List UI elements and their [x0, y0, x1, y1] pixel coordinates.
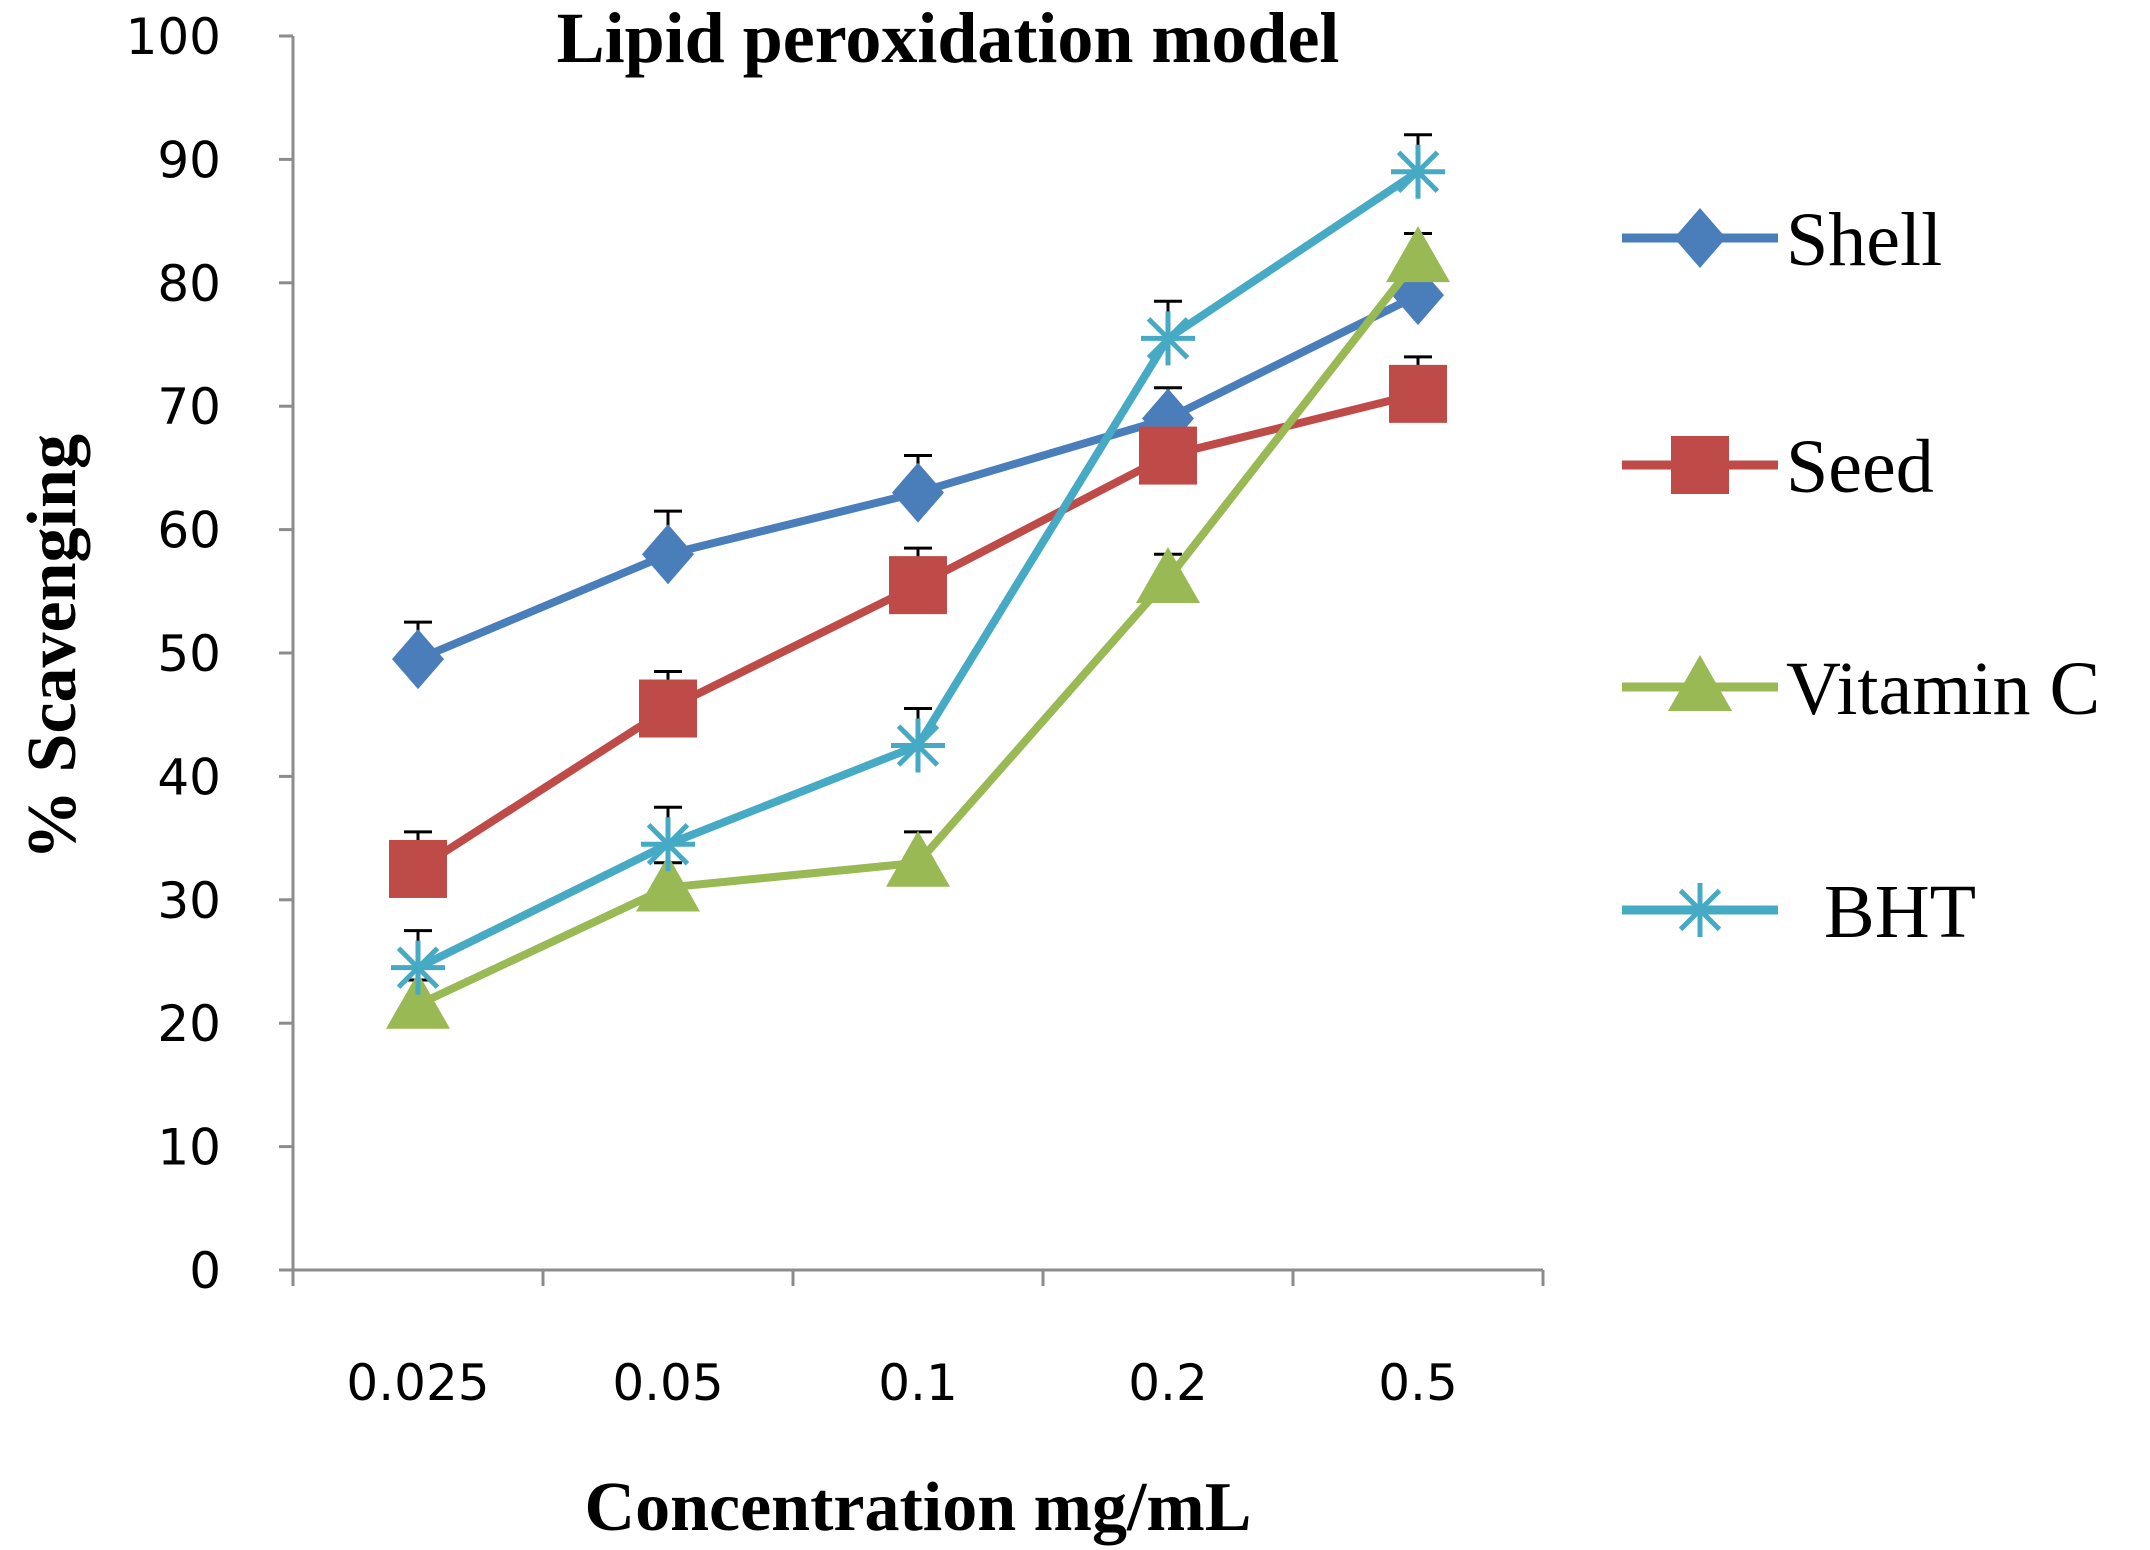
star-stroke — [646, 823, 690, 866]
legend-marker — [1668, 655, 1732, 711]
y-tick-label: 100 — [126, 8, 221, 66]
legend-label: Seed — [1786, 425, 1934, 509]
axes: 0 10 20 30 40 50 60 70 80 90 100 0.025 0.05 0.1 0.2 0.5 — [126, 8, 1545, 1412]
y-tick-label: 10 — [157, 1119, 221, 1177]
data-point — [392, 629, 444, 690]
series-shell-line-group — [392, 265, 1444, 690]
data-point — [1391, 144, 1445, 199]
data-point — [1141, 311, 1195, 366]
legend-label: Shell — [1786, 198, 1942, 282]
series-layer — [386, 133, 1450, 1029]
data-point — [1389, 364, 1447, 423]
data-point — [886, 830, 950, 887]
x-tick-label: 0.5 — [1378, 1354, 1458, 1412]
star-stroke — [896, 724, 940, 767]
x-axis-label: Concentration mg/mL — [585, 1469, 1252, 1546]
data-point — [641, 817, 695, 872]
star-stroke — [1146, 317, 1190, 360]
y-axis-label: % Scavenging — [14, 434, 91, 860]
legend-marker — [1674, 208, 1726, 268]
star-stroke — [1678, 888, 1722, 932]
data-point — [892, 462, 944, 523]
data-point — [891, 718, 945, 773]
x-tick-label: 0.1 — [878, 1354, 958, 1412]
series-vitamin-c-line-group — [386, 226, 1450, 1029]
y-tick-label: 50 — [157, 625, 221, 683]
series-seed-line-group — [389, 364, 1447, 898]
legend-label: BHT — [1786, 870, 1976, 954]
y-tick-label: 60 — [157, 502, 221, 560]
y-tick-label: 80 — [157, 255, 221, 313]
data-point — [391, 940, 445, 995]
data-point — [386, 972, 450, 1029]
y-tick-label: 40 — [157, 748, 221, 806]
data-point — [642, 524, 694, 585]
y-tick-label: 30 — [157, 872, 221, 930]
x-tick-label: 0.025 — [346, 1354, 489, 1412]
y-tick-label: 70 — [157, 378, 221, 436]
data-point — [1386, 226, 1450, 283]
data-point — [1139, 426, 1197, 485]
x-tick-label: 0.2 — [1128, 1354, 1208, 1412]
series-vitamin-c — [404, 231, 1432, 1005]
legend: Shell Seed Vitamin C BHT — [1622, 198, 2100, 954]
y-tick-label: 20 — [157, 995, 221, 1053]
y-tick-label: 0 — [189, 1242, 221, 1300]
y-tick-label: 90 — [157, 131, 221, 189]
legend-label: Vitamin C — [1786, 647, 2100, 731]
data-point — [639, 679, 697, 738]
legend-item-vitamin-c: Vitamin C — [1622, 647, 2100, 731]
legend-item-bht: BHT — [1622, 870, 1976, 954]
legend-marker — [1671, 436, 1729, 494]
series-bht-line-group — [391, 144, 1445, 995]
data-point — [636, 855, 700, 912]
legend-item-seed: Seed — [1622, 425, 1934, 509]
data-point — [389, 839, 447, 898]
star-stroke — [1396, 150, 1440, 193]
chart-title: Lipid peroxidation model — [557, 0, 1340, 78]
x-tick-label: 0.05 — [612, 1354, 723, 1412]
data-point — [889, 556, 947, 615]
legend-item-shell: Shell — [1622, 198, 1942, 282]
data-point — [1136, 546, 1200, 603]
legend-marker — [1673, 883, 1727, 937]
star-stroke — [396, 946, 440, 989]
